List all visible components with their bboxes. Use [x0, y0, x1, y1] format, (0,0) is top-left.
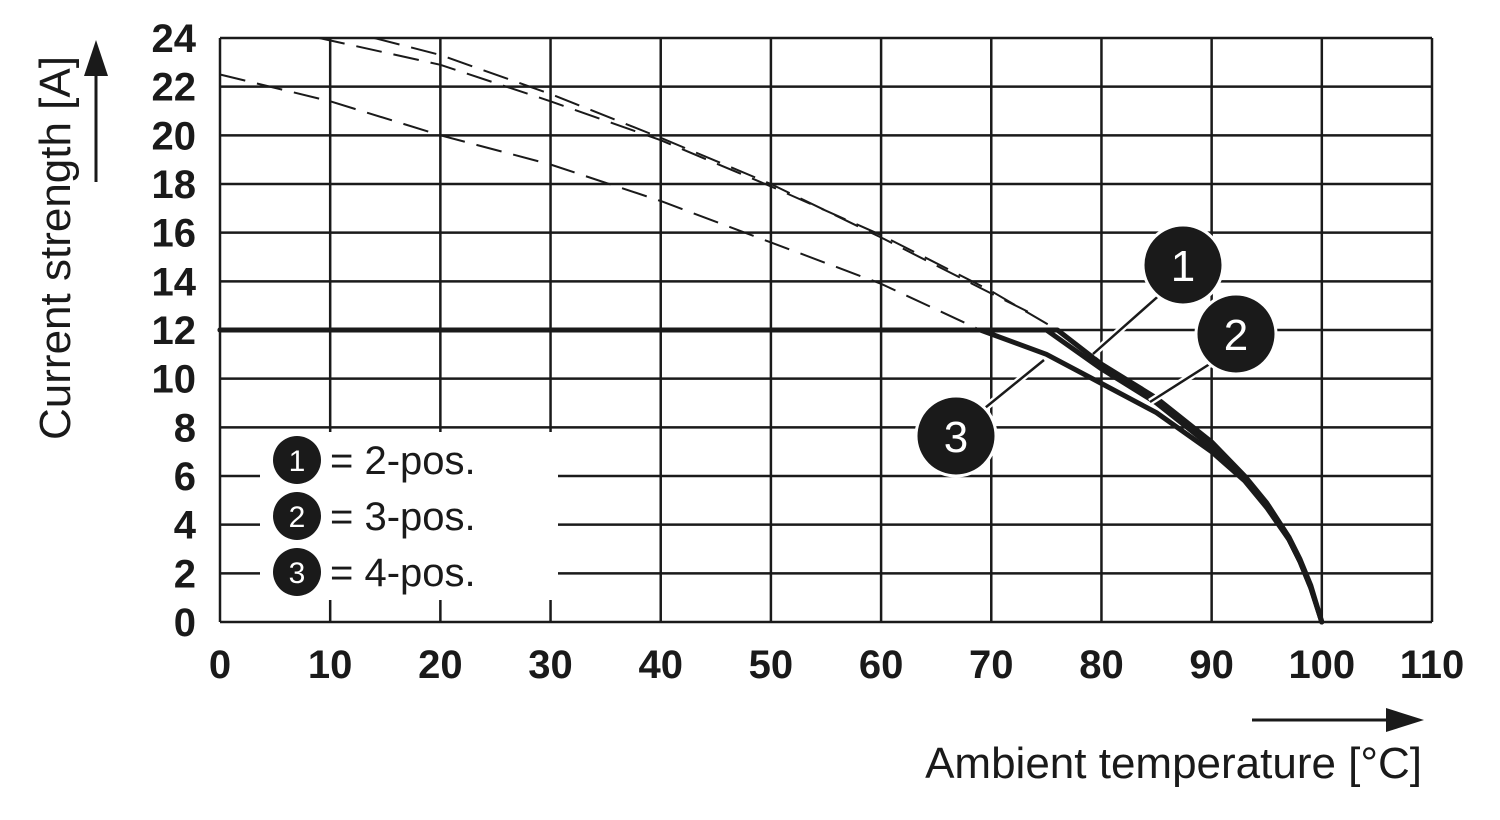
- x-tick-label: 100: [1288, 643, 1355, 687]
- y-axis-title-group: Current strength [A]: [31, 40, 108, 440]
- curve-marker-3: [914, 394, 998, 478]
- y-tick-label: 14: [152, 260, 197, 304]
- series-line-3: [217, 327, 1325, 625]
- y-tick-label: 6: [174, 455, 196, 499]
- x-tick-label: 110: [1400, 643, 1465, 687]
- legend-marker-1: [273, 436, 321, 484]
- x-tick-label: 50: [749, 643, 794, 687]
- curve-marker-1: [1141, 223, 1225, 307]
- y-tick-label: 4: [174, 504, 197, 548]
- legend-label: = 3-pos.: [330, 495, 476, 539]
- x-axis-title-group: Ambient temperature [°C]: [925, 708, 1424, 788]
- y-tick-label: 16: [152, 212, 197, 256]
- marker-leader-line: [1149, 358, 1217, 404]
- x-tick-label: 30: [528, 643, 573, 687]
- legend-marker-label: 2: [289, 501, 306, 534]
- x-tick-label: 80: [1079, 643, 1124, 687]
- curve-marker-label: 2: [1224, 311, 1248, 360]
- x-axis-title: Ambient temperature [°C]: [925, 739, 1422, 788]
- y-axis-title: Current strength [A]: [31, 56, 80, 440]
- grid: [218, 36, 1434, 624]
- axis-ticks: 0 10 20 30 40 50 60 70 80 90 100 110024681012141618…: [152, 17, 1465, 687]
- curve-marker-2: [1194, 292, 1278, 376]
- legend-marker-2: [273, 492, 321, 540]
- y-axis-arrow-head: [84, 40, 108, 76]
- y-tick-label: 18: [152, 163, 197, 207]
- x-tick-label: 20: [418, 643, 463, 687]
- derating-dashed-line-2: [374, 37, 1036, 317]
- curve-marker-label: 3: [944, 413, 968, 462]
- y-tick-label: 12: [152, 309, 197, 353]
- marker-leader-line: [1092, 291, 1164, 355]
- x-tick-label: 60: [859, 643, 904, 687]
- legend: 1 = 2-pos. 2 = 3-pos. 3 = 4-pos.: [260, 432, 558, 600]
- marker-leader-line: [979, 359, 1045, 413]
- legend-marker-label: 1: [289, 445, 306, 478]
- legend-label: = 2-pos.: [330, 439, 476, 483]
- derating-dashed-line-1: [318, 37, 1058, 331]
- legend-marker-3: [273, 548, 321, 596]
- y-tick-label: 0: [174, 601, 196, 645]
- x-tick-label: 70: [969, 643, 1014, 687]
- y-tick-label: 24: [152, 17, 197, 61]
- y-tick-label: 2: [174, 552, 196, 596]
- legend-marker-label: 3: [289, 557, 306, 590]
- derating-dashed-line-3: [219, 73, 981, 331]
- derating-dashed-lines: [219, 37, 1058, 331]
- x-axis-arrow-head: [1386, 708, 1424, 732]
- current-curves: [217, 327, 1325, 625]
- y-tick-label: 22: [152, 66, 197, 110]
- y-tick-label: 20: [152, 114, 197, 158]
- x-tick-label: 0: [209, 643, 231, 687]
- x-tick-label: 90: [1189, 643, 1234, 687]
- curve-markers: 12 3: [914, 223, 1278, 478]
- x-tick-label: 10: [308, 643, 353, 687]
- legend-label: = 4-pos.: [330, 551, 476, 595]
- y-tick-label: 10: [152, 358, 197, 402]
- y-tick-label: 8: [174, 406, 196, 450]
- curve-marker-label: 1: [1171, 242, 1195, 291]
- x-tick-label: 40: [638, 643, 683, 687]
